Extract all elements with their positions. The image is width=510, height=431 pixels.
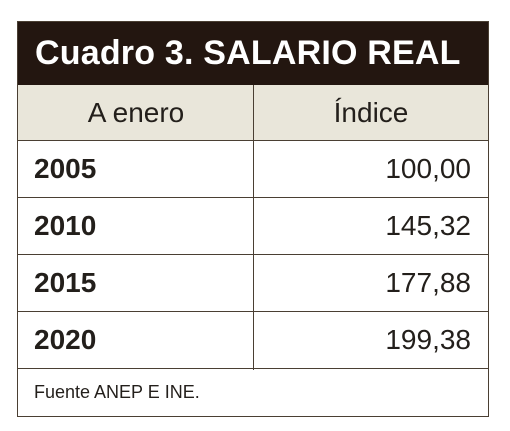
row-year: 2015: [34, 267, 97, 298]
table-source-note: Fuente ANEP E INE.: [34, 382, 200, 402]
row-index-value: 199,38: [385, 324, 471, 355]
table-row: 2015 177,88: [18, 255, 488, 312]
row-year: 2010: [34, 210, 97, 241]
row-index-value: 100,00: [385, 153, 471, 184]
salary-table: Cuadro 3. SALARIO REAL A enero Índice 20…: [17, 21, 489, 417]
row-index-value: 145,32: [385, 210, 471, 241]
row-year: 2005: [34, 153, 97, 184]
table-row: 2010 145,32: [18, 198, 488, 255]
row-year: 2020: [34, 324, 97, 355]
column-header-year: A enero: [87, 97, 185, 128]
table-row: 2005 100,00: [18, 141, 488, 198]
column-divider: [253, 85, 254, 370]
table-title: Cuadro 3. SALARIO REAL: [18, 22, 488, 85]
table-row: 2020 199,38: [18, 312, 488, 369]
column-header-index: Índice: [333, 97, 409, 128]
row-index-value: 177,88: [385, 267, 471, 298]
